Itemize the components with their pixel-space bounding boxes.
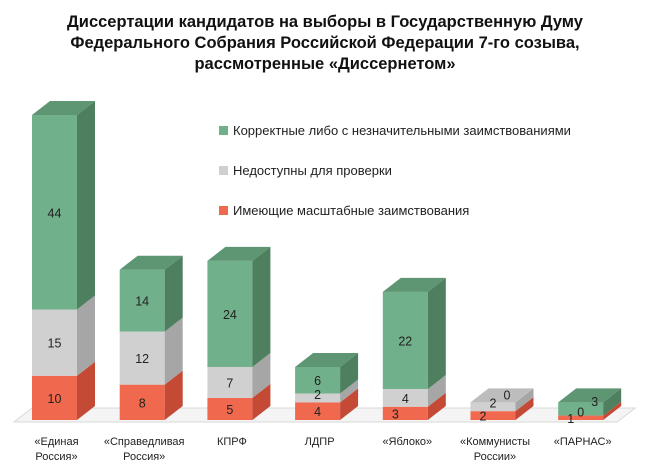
category-label-0-line-0: «Единая (34, 436, 78, 448)
data-label-bar-1-series-2: 14 (135, 295, 149, 309)
bar-0-series-0-front (32, 375, 77, 420)
bar-2-top-face (207, 246, 271, 261)
data-label-bar-6-series-0: 1 (567, 412, 574, 426)
data-label-bar-2-series-1: 7 (226, 376, 233, 390)
bar-6-series-0-side (603, 401, 622, 420)
bar-2-series-1-front (207, 366, 253, 398)
bar-0-top-face (32, 101, 95, 116)
bar-6-series-2-side (603, 388, 622, 416)
category-label-1-line-1: Россия» (123, 451, 165, 463)
title-line-1: Диссертации кандидатов на выборы в Госуд… (67, 13, 583, 31)
bar-2-series-2-side (252, 246, 271, 367)
category-label-0-line-1: Россия» (35, 451, 77, 463)
title-line-3: рассмотренные «Диссернетом» (194, 55, 456, 73)
data-label-bar-4-series-0: 3 (392, 407, 399, 421)
bar-4-series-0-side (427, 392, 446, 420)
bar-4-series-2-front (382, 291, 428, 390)
category-label-6-line-0: «ПАРНАС» (554, 436, 612, 448)
bar-3-series-2-side (340, 352, 359, 394)
bar-5-series-1-side (515, 388, 534, 412)
bar-5-top-face (470, 388, 534, 403)
bar-0-series-0-side (77, 361, 95, 420)
bar-3-series-2-front (295, 366, 341, 394)
data-label-bar-3-series-2: 6 (314, 374, 321, 388)
category-label-2-line-0: КПРФ (217, 436, 247, 448)
data-label-bar-1-series-1: 12 (135, 352, 149, 366)
data-label-bar-5-series-2: 0 (504, 388, 511, 402)
chart-title: Диссертации кандидатов на выборы в Госуд… (0, 12, 650, 75)
bar-5-series-0-front (470, 411, 516, 420)
category-label-3-line-0: ЛДПР (305, 436, 335, 448)
bar-2-series-0-front (207, 397, 253, 420)
data-label-bar-5-series-1: 2 (490, 397, 497, 411)
data-label-bar-0-series-2: 44 (48, 206, 62, 220)
bar-4-series-2-side (427, 277, 446, 390)
bar-6-series-0-front (558, 415, 604, 420)
bar-1-series-2-front (119, 269, 165, 332)
bar-0-series-2-side (77, 101, 95, 310)
legend-swatch-0 (219, 206, 228, 215)
bar-3-series-0-side (340, 388, 359, 420)
bar-6-top-face (558, 388, 622, 403)
data-label-bar-2-series-0: 5 (226, 403, 233, 417)
legend-swatch-2 (219, 126, 228, 135)
data-label-bar-6-series-2: 3 (591, 395, 598, 409)
legend-swatch-1 (219, 166, 228, 175)
bar-2-series-2-front (207, 260, 253, 367)
category-label-1-line-0: «Справедливая (104, 436, 185, 448)
category-label-4-line-0: «Яблоко» (382, 436, 432, 448)
bar-3-series-1-side (340, 379, 359, 403)
data-label-bar-4-series-1: 4 (402, 392, 409, 406)
bar-5-series-1-front (470, 402, 516, 412)
legend-label-1: Недоступны для проверки (233, 163, 392, 178)
bar-4-series-0-front (382, 406, 428, 420)
bar-5-series-0-side (515, 397, 534, 420)
bar-1-top-face (119, 255, 183, 270)
data-label-bar-2-series-2: 24 (223, 308, 237, 322)
bar-1-series-1-side (164, 317, 183, 385)
bar-3-top-face (295, 352, 359, 367)
bar-2-series-0-side (252, 383, 271, 420)
bar-1-series-1-front (119, 331, 165, 385)
bar-6-series-2-front (558, 402, 604, 416)
data-label-bar-6-series-1: 0 (577, 406, 584, 420)
bar-4-series-1-front (382, 389, 428, 407)
bar-4-top-face (382, 277, 446, 292)
bar-1-series-0-front (119, 384, 165, 420)
bar-0-series-1-front (32, 309, 77, 376)
bar-1-series-2-side (164, 255, 183, 332)
bar-2-series-1-side (252, 352, 271, 398)
data-label-bar-3-series-0: 4 (314, 405, 321, 419)
data-label-bar-0-series-0: 10 (48, 392, 62, 406)
title-line-2: Федерального Собрания Российской Федерац… (70, 34, 580, 52)
bar-3-series-0-front (295, 402, 341, 420)
data-label-bar-4-series-2: 22 (398, 334, 412, 348)
legend-label-2: Корректные либо с незначительными заимст… (233, 123, 571, 138)
data-label-bar-5-series-0: 2 (480, 410, 487, 424)
data-label-bar-3-series-1: 2 (314, 388, 321, 402)
bar-0-series-2-front (32, 115, 77, 310)
bar-0-series-1-side (77, 295, 95, 376)
data-label-bar-0-series-1: 15 (48, 337, 62, 351)
bar-4-series-1-side (427, 375, 446, 407)
bar-1-series-0-side (164, 370, 183, 420)
category-label-5-line-0: «Коммунисты (460, 436, 530, 448)
data-label-bar-1-series-0: 8 (139, 396, 146, 410)
category-label-5-line-1: России» (474, 451, 516, 463)
legend-label-0: Имеющие масштабные заимствования (233, 203, 469, 218)
bar-3-series-1-front (295, 393, 341, 403)
